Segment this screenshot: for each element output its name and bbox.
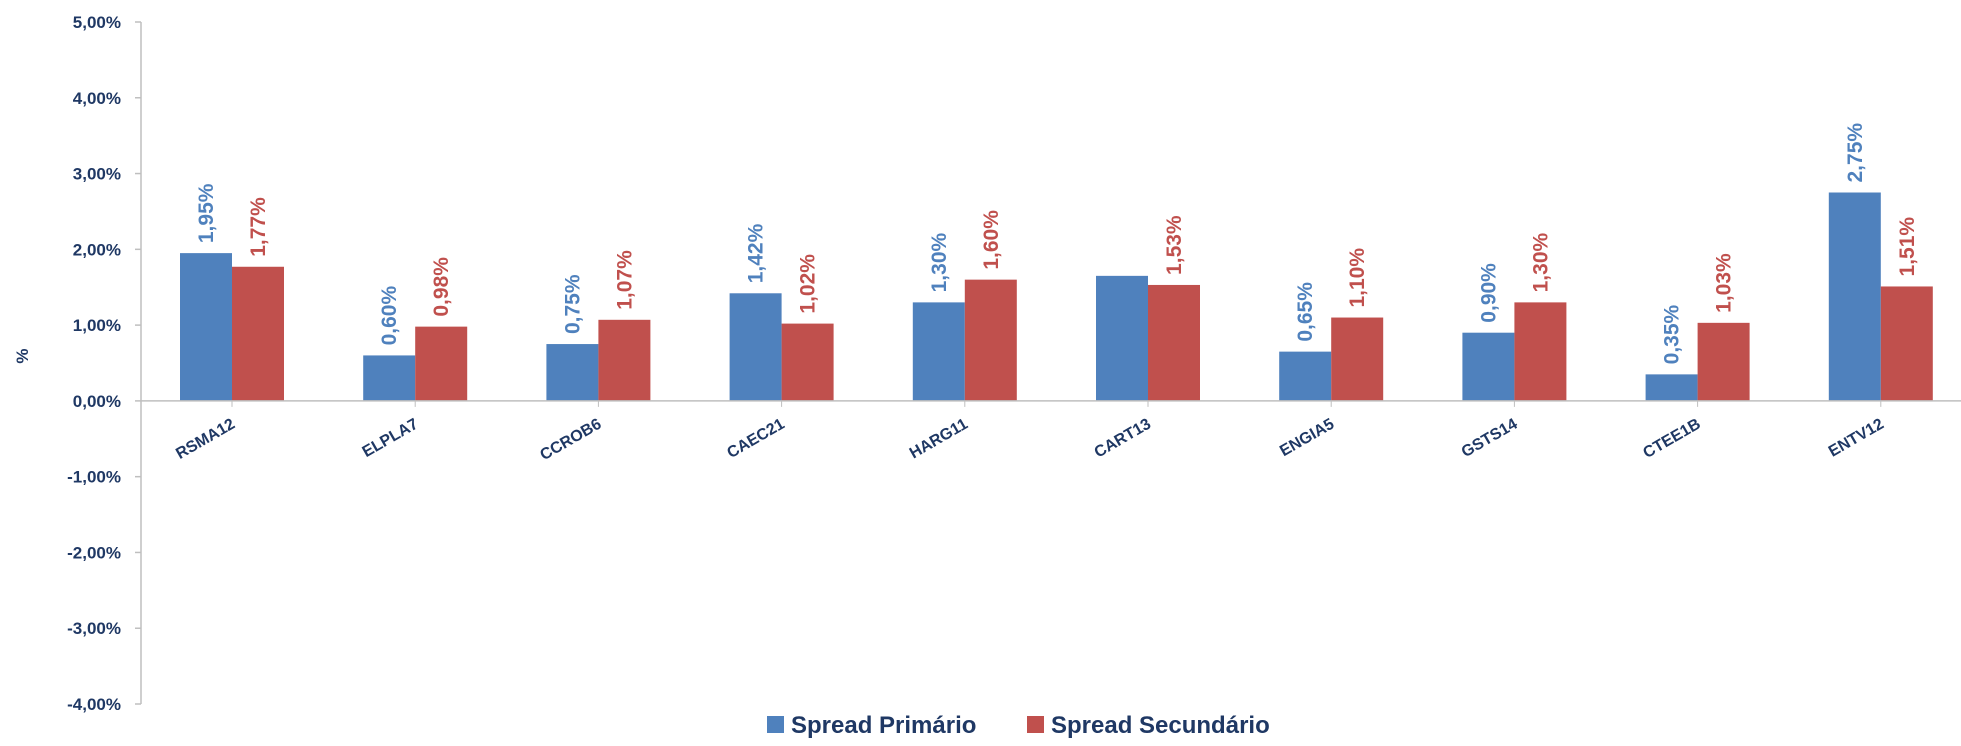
- data-label: 1,30%: [1529, 233, 1552, 293]
- legend: Spread Primário Spread Secundário: [767, 712, 1270, 739]
- bar: [232, 266, 284, 401]
- data-label: 1,30%: [928, 233, 951, 293]
- data-label: 1,07%: [613, 250, 636, 310]
- x-tick-label: CCROB6: [537, 416, 604, 465]
- y-tick-label: 5,00%: [73, 13, 121, 32]
- legend-label: Spread Primário: [791, 712, 976, 739]
- bar: [1514, 302, 1567, 401]
- data-label: 0,75%: [561, 274, 584, 334]
- data-label: 1,51%: [1896, 217, 1919, 277]
- y-tick-label: 0,00%: [73, 392, 121, 411]
- bar: [912, 302, 965, 401]
- x-tick-label: CART13: [1092, 416, 1154, 462]
- bar: [1096, 275, 1148, 401]
- bar: [415, 326, 468, 401]
- bar: [729, 293, 782, 401]
- legend-item: Spread Secundário: [1027, 712, 1270, 739]
- legend-swatch: [1027, 716, 1044, 733]
- bar: [1148, 284, 1200, 401]
- data-label: 1,10%: [1346, 248, 1369, 308]
- x-tick-label: CTEE1B: [1640, 416, 1703, 462]
- y-tick-label: -1,00%: [67, 468, 121, 487]
- x-tick-label: RSMA12: [173, 416, 238, 463]
- legend-item: Spread Primário: [767, 712, 976, 739]
- bar: [546, 344, 599, 401]
- bar: [1645, 374, 1698, 401]
- bar: [781, 323, 834, 401]
- bar: [1462, 332, 1515, 401]
- data-label: 0,60%: [378, 286, 401, 346]
- bar: [363, 355, 416, 401]
- data-label: 1,53%: [1163, 215, 1186, 275]
- data-label: 0,98%: [430, 257, 453, 317]
- y-axis-title: %: [13, 348, 32, 363]
- x-tick-label: ENGIA5: [1277, 416, 1337, 461]
- data-labels: 1,95% 1,77% 0,60% 0,98% 0,75% 1,07% 1,42% 1,02%…: [195, 123, 1919, 365]
- data-label: 1,95%: [195, 183, 218, 243]
- bar: [1828, 192, 1881, 401]
- bar: [964, 279, 1017, 401]
- bar: [180, 253, 232, 401]
- y-tick-label: -3,00%: [67, 619, 121, 638]
- y-tick-label: 3,00%: [73, 165, 121, 184]
- data-label: 1,42%: [745, 223, 768, 283]
- data-label: 1,77%: [247, 197, 270, 257]
- y-axis: 5,00% 4,00% 3,00% 2,00% 1,00% 0,00% -1,00% -2,0…: [67, 13, 142, 714]
- bar: [1880, 286, 1933, 401]
- data-label: 2,75%: [1844, 123, 1867, 183]
- data-label: 1,03%: [1713, 253, 1736, 313]
- x-tick-label: GSTS14: [1459, 416, 1521, 461]
- data-label: 1,60%: [980, 210, 1003, 270]
- y-tick-label: 4,00%: [73, 89, 121, 108]
- data-label: 0,90%: [1477, 263, 1500, 323]
- x-tick-label: HARG11: [907, 416, 971, 463]
- x-tick-label: CAEC21: [724, 416, 787, 462]
- bar: [1279, 351, 1332, 401]
- data-label: 0,35%: [1661, 304, 1684, 364]
- data-label: 0,65%: [1294, 282, 1317, 342]
- y-tick-label: 1,00%: [73, 316, 121, 335]
- bars: [180, 192, 1933, 401]
- bar: [598, 319, 651, 401]
- bar: [1697, 322, 1750, 401]
- x-tick-label: ENTV12: [1826, 416, 1887, 461]
- legend-label: Spread Secundário: [1051, 712, 1270, 739]
- x-axis: RSMA12 ELPLA7 CCROB6 CAEC21 HARG11 CART13 ENGI…: [141, 400, 1961, 465]
- data-label: 1,02%: [797, 254, 820, 314]
- y-tick-label: -2,00%: [67, 543, 121, 562]
- x-tick-label: ELPLA7: [360, 416, 422, 461]
- y-tick-label: -4,00%: [67, 695, 121, 714]
- legend-swatch: [767, 716, 784, 733]
- y-tick-label: 2,00%: [73, 240, 121, 259]
- bar: [1331, 317, 1384, 401]
